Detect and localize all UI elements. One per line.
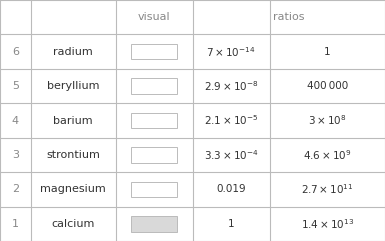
Text: beryllium: beryllium xyxy=(47,81,99,91)
Text: radium: radium xyxy=(53,47,93,57)
Bar xyxy=(131,113,177,128)
Bar xyxy=(131,44,177,59)
Text: 5: 5 xyxy=(12,81,19,91)
Text: 400 000: 400 000 xyxy=(306,81,348,91)
Text: 1: 1 xyxy=(228,219,234,229)
Text: magnesium: magnesium xyxy=(40,184,106,194)
Text: $3\times10^{8}$: $3\times10^{8}$ xyxy=(308,114,346,127)
Text: $7\times10^{-14}$: $7\times10^{-14}$ xyxy=(206,45,256,59)
Bar xyxy=(131,147,177,163)
Text: $2.9\times10^{-8}$: $2.9\times10^{-8}$ xyxy=(204,79,258,93)
Text: 1: 1 xyxy=(12,219,19,229)
Text: $4.6\times10^{9}$: $4.6\times10^{9}$ xyxy=(303,148,352,162)
Text: 4: 4 xyxy=(12,115,19,126)
Text: $3.3\times10^{-4}$: $3.3\times10^{-4}$ xyxy=(204,148,258,162)
Text: $1.4\times10^{13}$: $1.4\times10^{13}$ xyxy=(301,217,354,231)
Text: strontium: strontium xyxy=(46,150,100,160)
Text: 1: 1 xyxy=(324,47,331,57)
Text: 3: 3 xyxy=(12,150,19,160)
Text: 0.019: 0.019 xyxy=(216,184,246,194)
Text: 6: 6 xyxy=(12,47,19,57)
Text: calcium: calcium xyxy=(52,219,95,229)
Text: $2.7\times10^{11}$: $2.7\times10^{11}$ xyxy=(301,182,353,196)
Bar xyxy=(131,78,177,94)
Text: 2: 2 xyxy=(12,184,19,194)
Text: ratios: ratios xyxy=(273,12,305,22)
Text: $2.1\times10^{-5}$: $2.1\times10^{-5}$ xyxy=(204,114,258,127)
Text: visual: visual xyxy=(138,12,170,22)
Bar xyxy=(131,216,177,232)
Bar xyxy=(131,182,177,197)
Text: barium: barium xyxy=(54,115,93,126)
